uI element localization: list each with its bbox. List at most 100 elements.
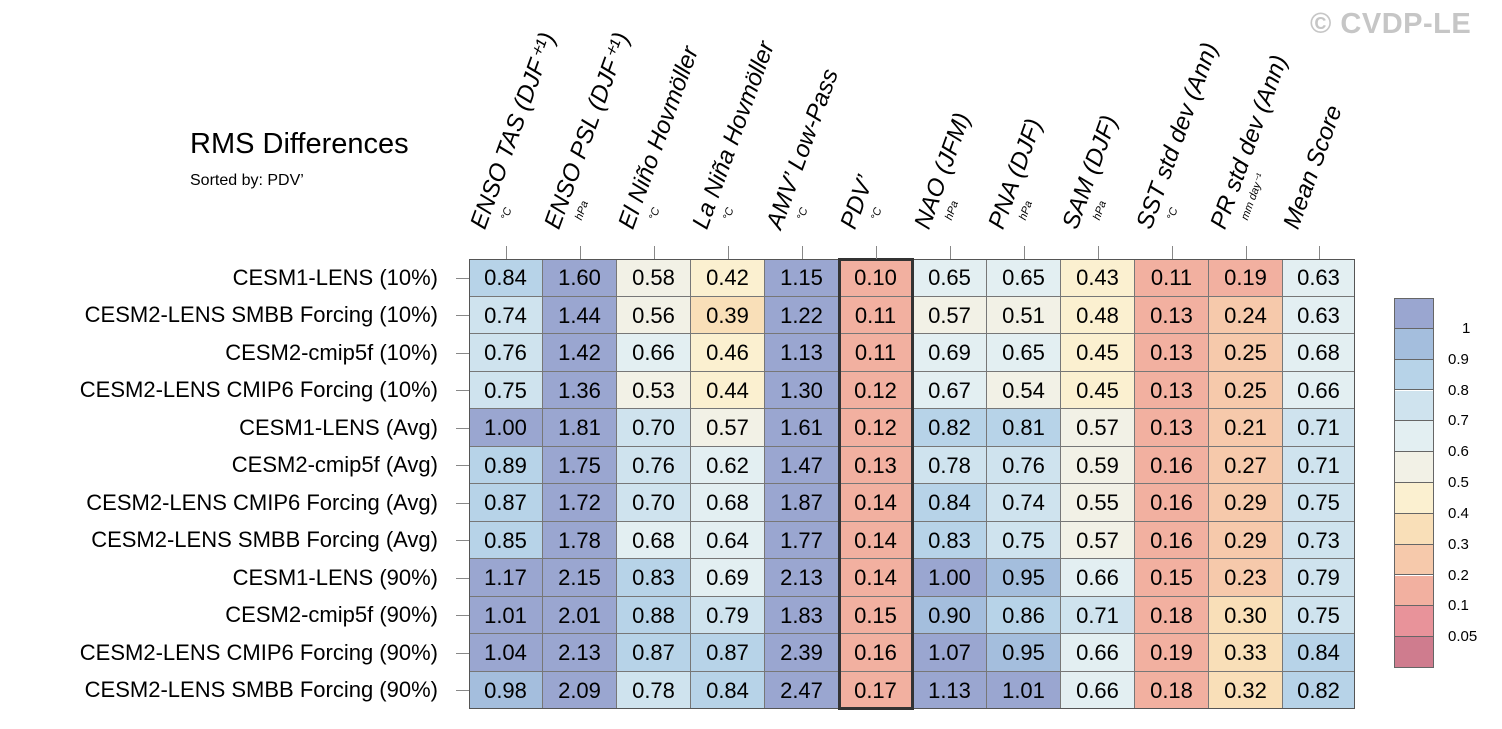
- heatmap-cell: 0.56: [617, 296, 691, 334]
- heatmap-cell: 0.57: [1061, 521, 1135, 559]
- heatmap-cell: 0.78: [913, 446, 987, 484]
- heatmap-cell: 0.23: [1209, 559, 1283, 597]
- heatmap-cell: 1.77: [765, 521, 839, 559]
- colorbar-segment: [1394, 390, 1434, 422]
- column-tick: [580, 246, 581, 259]
- row-label: CESM2-LENS CMIP6 Forcing (90%): [79, 639, 438, 665]
- heatmap-cell: 2.01: [543, 596, 617, 634]
- heatmap-cell: 0.19: [1209, 259, 1283, 297]
- column-tick: [1246, 246, 1247, 259]
- watermark: © CVDP-LE: [1310, 8, 1472, 40]
- heatmap-cell: 0.90: [913, 596, 987, 634]
- row-tick: [456, 427, 469, 429]
- heatmap-cell: 0.57: [1061, 409, 1135, 447]
- heatmap-cell: 0.13: [1135, 296, 1209, 334]
- heatmap-cell: 0.62: [691, 446, 765, 484]
- row-tick: [456, 690, 469, 692]
- column-tick: [728, 246, 729, 259]
- heatmap-cell: 0.68: [691, 484, 765, 522]
- heatmap-cell: 0.15: [839, 596, 913, 634]
- heatmap-cell: 1.04: [469, 634, 543, 672]
- heatmap-cell: 0.13: [839, 446, 913, 484]
- heatmap-cell: 0.69: [913, 334, 987, 372]
- heatmap-cell: 2.15: [543, 559, 617, 597]
- heatmap-cell: 0.12: [839, 409, 913, 447]
- heatmap-cell: 0.55: [1061, 484, 1135, 522]
- colorbar-segment: [1394, 637, 1434, 668]
- heatmap-cell: 0.79: [1283, 559, 1355, 597]
- heatmap-cell: 1.01: [987, 671, 1061, 709]
- heatmap-cell: 0.32: [1209, 671, 1283, 709]
- colorbar-label: 0.1: [1448, 597, 1469, 615]
- row-tick: [456, 502, 469, 504]
- heatmap-cell: 0.44: [691, 371, 765, 409]
- heatmap-cell: 0.66: [1061, 671, 1135, 709]
- heatmap-cell: 1.07: [913, 634, 987, 672]
- colorbar-label: 0.5: [1448, 474, 1469, 491]
- heatmap-cell: 0.13: [1135, 334, 1209, 372]
- row-label: CESM2-cmip5f (90%): [225, 602, 438, 628]
- heatmap-cell: 0.68: [617, 521, 691, 559]
- colorbar-label: 0.3: [1448, 535, 1469, 553]
- heatmap-cell: 1.75: [543, 446, 617, 484]
- column-header: SST std dev (Ann): [1131, 38, 1224, 233]
- heatmap-cell: 0.83: [617, 559, 691, 597]
- heatmap-cell: 0.84: [913, 484, 987, 522]
- heatmap-cell: 0.95: [987, 634, 1061, 672]
- heatmap-cell: 0.13: [1135, 409, 1209, 447]
- row-tick: [456, 352, 469, 354]
- heatmap-cell: 0.24: [1209, 296, 1283, 334]
- column-tick: [876, 246, 877, 259]
- heatmap-cell: 0.25: [1209, 371, 1283, 409]
- heatmap-cell: 0.75: [469, 371, 543, 409]
- column-unit: °C: [720, 206, 737, 222]
- heatmap-cell: 2.09: [543, 671, 617, 709]
- column-header: PNA (DJF): [983, 114, 1049, 233]
- heatmap-cell: 0.25: [1209, 334, 1283, 372]
- chart-subtitle: Sorted by: PDV’: [190, 172, 304, 189]
- heatmap-cell: 0.65: [987, 259, 1061, 297]
- heatmap-cell: 0.82: [913, 409, 987, 447]
- column-unit: °C: [794, 206, 811, 222]
- heatmap-cell: 0.82: [1283, 671, 1355, 709]
- heatmap-cell: 0.87: [469, 484, 543, 522]
- colorbar-segment: [1394, 513, 1434, 545]
- heatmap-cell: 0.87: [617, 634, 691, 672]
- heatmap-cell: 1.36: [543, 371, 617, 409]
- chart-title: RMS Differences: [190, 128, 409, 160]
- heatmap-cell: 0.76: [987, 446, 1061, 484]
- heatmap-cell: 0.48: [1061, 296, 1135, 334]
- heatmap-cell: 0.15: [1135, 559, 1209, 597]
- heatmap-cell: 0.85: [469, 521, 543, 559]
- row-label: CESM2-LENS SMBB Forcing (10%): [84, 302, 438, 328]
- colorbar-label: 0.2: [1448, 566, 1469, 584]
- column-header: Mean Score: [1278, 101, 1349, 233]
- column-unit: °C: [1164, 206, 1181, 222]
- heatmap-cell: 0.71: [1283, 409, 1355, 447]
- heatmap-cell: 0.87: [691, 634, 765, 672]
- column-unit: hPa: [942, 199, 961, 222]
- heatmap-cell: 0.70: [617, 484, 691, 522]
- heatmap-cell: 0.17: [839, 671, 913, 709]
- heatmap-cell: 0.75: [1283, 596, 1355, 634]
- heatmap-cell: 0.16: [839, 634, 913, 672]
- heatmap-cell: 0.18: [1135, 596, 1209, 634]
- heatmap-cell: 0.84: [691, 671, 765, 709]
- heatmap-cell: 0.63: [1283, 259, 1355, 297]
- colorbar-segment: [1394, 359, 1434, 391]
- heatmap-cell: 1.78: [543, 521, 617, 559]
- heatmap-cell: 1.61: [765, 409, 839, 447]
- heatmap-cell: 0.27: [1209, 446, 1283, 484]
- row-label: CESM2-cmip5f (10%): [225, 339, 438, 365]
- colorbar-segment: [1394, 606, 1434, 638]
- column-unit: °C: [868, 206, 885, 222]
- colorbar-segment: [1394, 452, 1434, 483]
- colorbar-label: 0.8: [1448, 381, 1469, 399]
- heatmap-cell: 0.45: [1061, 334, 1135, 372]
- row-tick: [456, 277, 469, 279]
- colorbar-label: 0.6: [1448, 443, 1469, 461]
- heatmap-cell: 2.13: [543, 634, 617, 672]
- heatmap-cell: 0.46: [691, 334, 765, 372]
- heatmap-cell: 0.78: [617, 671, 691, 709]
- column-unit: hPa: [1090, 199, 1109, 222]
